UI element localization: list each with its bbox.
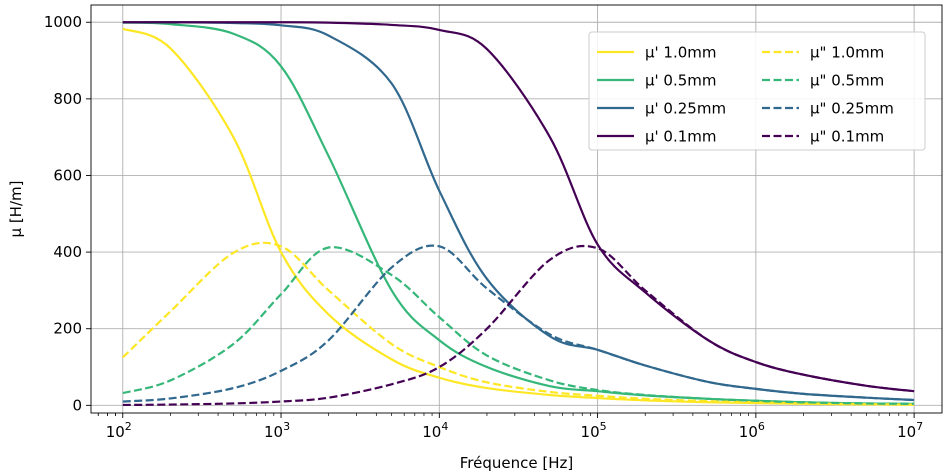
y-tick-label: 600	[53, 166, 82, 184]
legend-label: µ" 0.1mm	[810, 128, 884, 146]
x-tick-label: 105	[581, 420, 607, 441]
legend-label: µ' 0.5mm	[645, 72, 717, 90]
legend-label: µ" 0.25mm	[810, 100, 894, 118]
y-tick-label: 800	[53, 90, 82, 108]
y-axis-label: µ [H/m]	[7, 181, 25, 238]
series-line-4	[121, 241, 915, 406]
legend-box	[588, 31, 926, 151]
y-tick-label: 400	[53, 243, 82, 261]
series-line-7	[122, 244, 915, 407]
x-tick-label: 107	[897, 420, 923, 441]
plot-frame	[90, 4, 943, 414]
series-line-5	[122, 246, 915, 405]
legend-label: µ' 0.25mm	[645, 100, 726, 118]
y-tick-label: 0	[72, 396, 82, 414]
y-tick-label: 200	[53, 320, 82, 338]
series-layer	[121, 21, 915, 407]
x-axis-label: Fréquence [Hz]	[460, 454, 573, 472]
legend-label: µ' 1.0mm	[645, 44, 717, 62]
x-tick-label: 106	[739, 420, 765, 441]
legend: µ' 1.0mm µ' 0.5mm µ' 0.25mm µ' 0.1mm µ" 1.0m…	[588, 31, 926, 151]
y-tick-label: 1000	[44, 13, 82, 31]
legend-label: µ" 0.5mm	[810, 72, 884, 90]
legend-label: µ' 0.1mm	[645, 128, 717, 146]
series-line-6	[122, 244, 915, 403]
x-tick-label: 102	[106, 420, 132, 441]
x-tick-label: 104	[422, 420, 448, 441]
legend-label: µ" 1.0mm	[810, 44, 884, 62]
x-tick-label: 103	[264, 420, 290, 441]
